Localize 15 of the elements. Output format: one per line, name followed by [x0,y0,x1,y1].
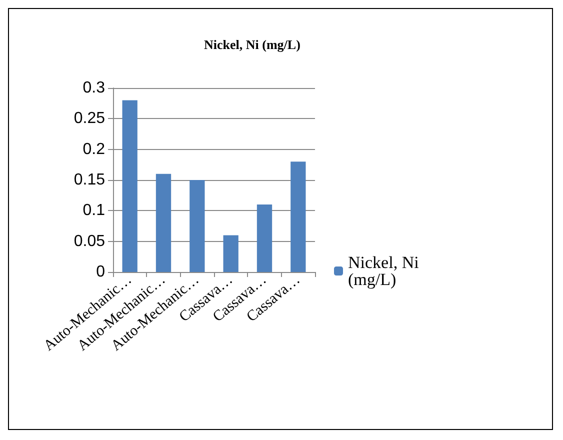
bar [156,174,172,272]
bar [190,180,205,272]
y-tick-label: 0.25 [74,110,106,128]
bar [256,204,272,272]
y-tick-label: 0.1 [82,202,106,220]
y-tick-label: 0.2 [82,140,106,158]
y-tick-label: 0.3 [82,80,106,96]
bar [223,235,238,272]
y-tick-label: 0 [96,264,106,280]
y-tick-label: 0.05 [74,232,106,250]
bar [122,100,138,272]
y-tick-label: 0.15 [74,172,106,188]
bar [290,162,306,272]
chart-title: Nickel, Ni (mg/L) [204,37,300,52]
legend-label: Nickel, Ni (mg/L) [348,253,424,289]
